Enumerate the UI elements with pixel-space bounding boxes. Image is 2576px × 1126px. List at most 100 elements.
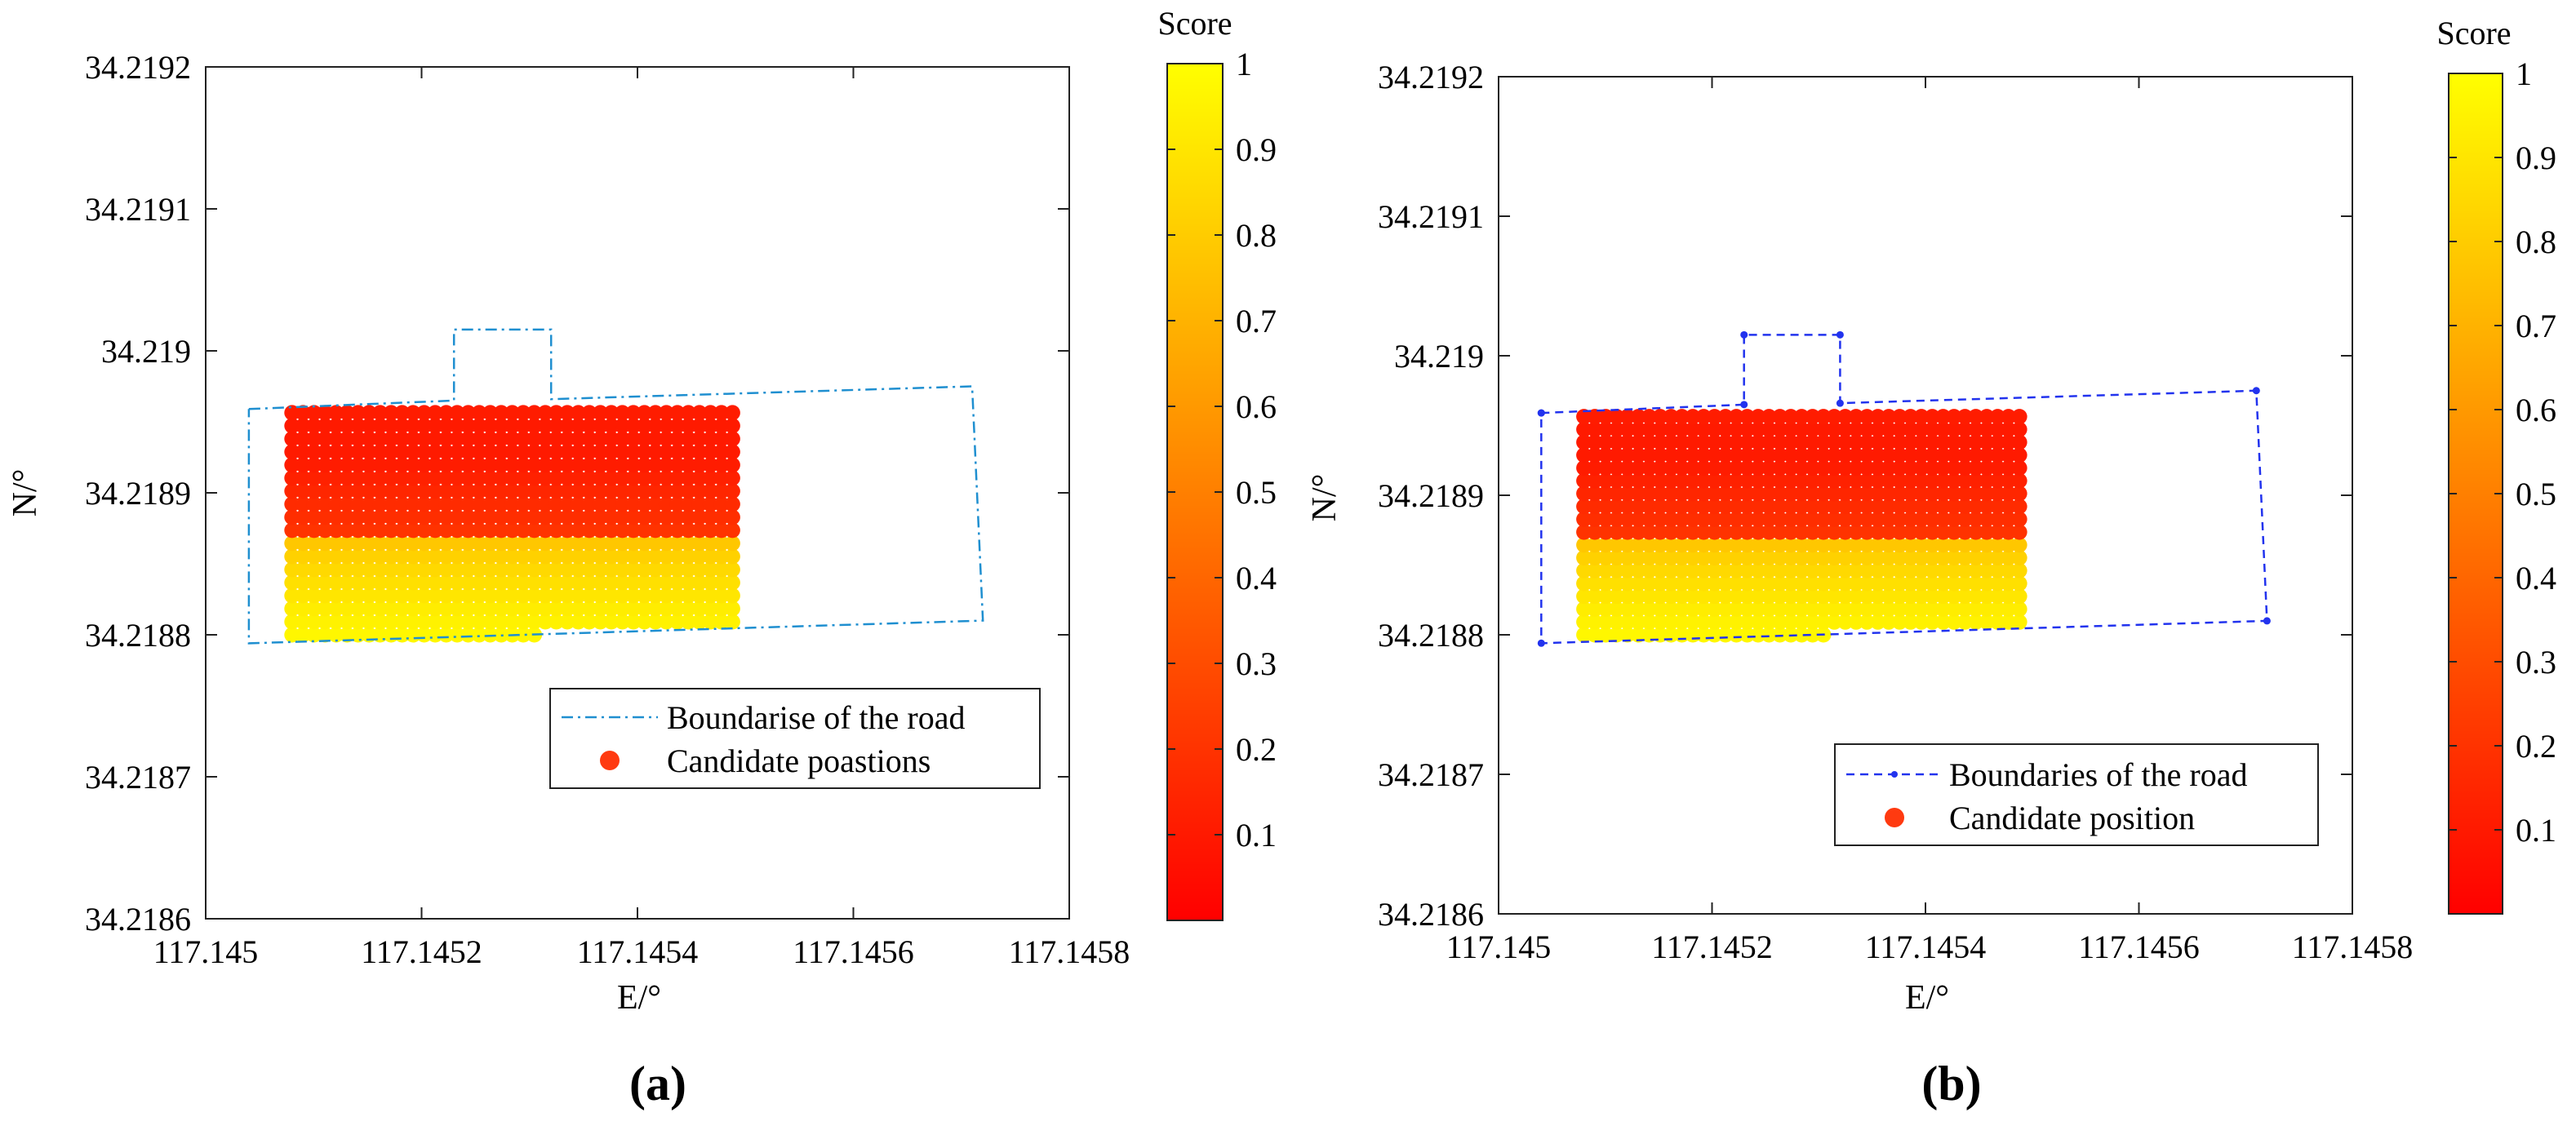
candidate-point: [593, 431, 608, 447]
candidate-point: [1891, 524, 1908, 540]
candidate-point: [549, 483, 564, 499]
candidate-point: [284, 405, 300, 421]
candidate-point: [680, 496, 696, 512]
candidate-point: [1989, 575, 2005, 592]
candidate-point: [449, 431, 465, 447]
y-tick-label: 34.2192: [1378, 59, 1484, 95]
candidate-point: [449, 444, 465, 460]
candidate-point: [1903, 472, 1919, 489]
candidate-point: [493, 483, 509, 499]
candidate-point: [1576, 588, 1592, 605]
candidate-point: [460, 574, 477, 591]
candidate-point: [394, 601, 411, 617]
candidate-point: [1935, 588, 1952, 605]
candidate-point: [526, 470, 543, 486]
candidate-point: [328, 614, 344, 630]
candidate-point: [1881, 562, 1897, 579]
candidate-point: [1630, 499, 1646, 515]
candidate-point: [1837, 485, 1854, 502]
candidate-point: [515, 614, 531, 630]
candidate-point: [394, 522, 411, 539]
candidate-point: [1663, 485, 1679, 502]
candidate-point: [1815, 499, 1832, 515]
candidate-point: [1717, 537, 1734, 553]
candidate-point: [1717, 601, 1734, 617]
y-tick-label: 34.2186: [1378, 896, 1484, 933]
candidate-point: [471, 535, 487, 552]
candidate-point: [691, 470, 708, 486]
candidate-point: [2001, 421, 2017, 437]
candidate-point: [471, 561, 487, 578]
candidate-point: [1619, 472, 1636, 489]
candidate-point: [1609, 447, 1625, 463]
candidate-point: [1761, 601, 1777, 617]
candidate-point: [482, 444, 499, 460]
candidate-point: [1597, 601, 1614, 617]
candidate-point: [647, 509, 664, 525]
candidate-point: [306, 627, 322, 643]
candidate-point: [1935, 434, 1952, 450]
candidate-point: [680, 444, 696, 460]
colorbar-tick-label: 0.4: [1236, 560, 1277, 596]
candidate-point: [1750, 485, 1766, 502]
candidate-point: [2011, 421, 2027, 437]
candidate-point: [350, 418, 366, 434]
candidate-point: [438, 444, 455, 460]
candidate-point: [603, 418, 620, 434]
candidate-point: [680, 535, 696, 552]
candidate-point: [1848, 614, 1864, 630]
candidate-point: [1576, 627, 1592, 643]
candidate-point: [2001, 409, 2017, 425]
candidate-point: [1609, 421, 1625, 437]
candidate-point: [1663, 421, 1679, 437]
candidate-point: [339, 405, 355, 421]
candidate-point: [339, 509, 355, 525]
candidate-point: [493, 418, 509, 434]
candidate-point: [416, 522, 433, 539]
candidate-point: [713, 601, 730, 617]
candidate-point: [603, 405, 620, 421]
candidate-point: [449, 470, 465, 486]
candidate-point: [691, 444, 708, 460]
candidate-point: [1913, 485, 1930, 502]
candidate-point: [1989, 562, 2005, 579]
candidate-point: [515, 509, 531, 525]
candidate-point: [504, 614, 521, 630]
candidate-point: [1695, 421, 1712, 437]
candidate-point: [1891, 588, 1908, 605]
candidate-point: [1881, 524, 1897, 540]
candidate-point: [1815, 588, 1832, 605]
candidate-point: [1663, 460, 1679, 476]
candidate-point: [1652, 601, 1668, 617]
y-axis: 34.218634.218734.218834.218934.21934.219…: [85, 49, 1069, 938]
candidate-point: [1989, 485, 2005, 502]
candidate-point: [615, 614, 630, 630]
candidate-point: [691, 418, 708, 434]
candidate-point: [306, 457, 322, 473]
candidate-point: [1848, 562, 1864, 579]
candidate-point: [702, 614, 718, 630]
candidate-point: [1956, 499, 1973, 515]
candidate-point: [537, 561, 553, 578]
candidate-point: [1935, 447, 1952, 463]
candidate-point: [724, 457, 740, 473]
candidate-point: [1956, 575, 1973, 592]
candidate-point: [713, 457, 730, 473]
candidate-point: [394, 561, 411, 578]
candidate-point: [372, 535, 389, 552]
candidate-point: [1903, 588, 1919, 605]
candidate-point: [1805, 562, 1821, 579]
candidate-point: [1848, 511, 1864, 527]
candidate-point: [2001, 447, 2017, 463]
candidate-point: [504, 444, 521, 460]
candidate-point: [537, 405, 553, 421]
candidate-point: [1859, 434, 1875, 450]
candidate-point: [1924, 550, 1940, 566]
colorbar-ticks: 0.10.20.30.40.50.60.70.80.91: [1167, 46, 1277, 853]
candidate-point: [339, 444, 355, 460]
candidate-point: [493, 522, 509, 539]
candidate-point: [702, 601, 718, 617]
candidate-point: [615, 483, 630, 499]
candidate-point: [438, 627, 455, 643]
